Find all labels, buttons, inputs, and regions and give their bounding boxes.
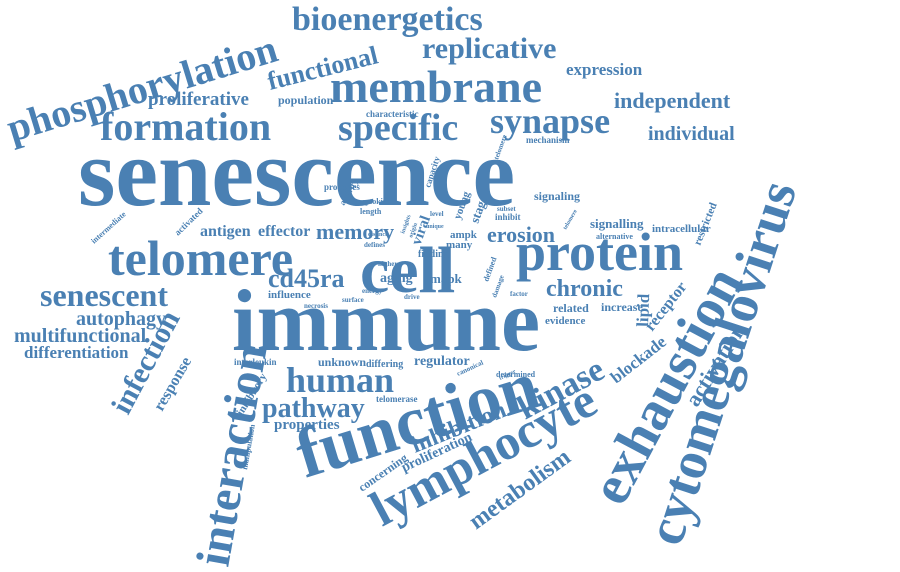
word-signalling: signalling [590,216,644,231]
word-determined: determined [496,370,536,379]
word-cytokine: cytokine [362,197,391,206]
word-origin: origin [408,222,419,239]
word-factor: factor [510,290,528,298]
word-necrosis: necrosis [304,302,328,310]
word-immune: immune [232,273,540,370]
word-antigen: antigen [200,223,251,240]
word-characteristic: characteristic [366,109,418,119]
word-processes: processes [324,182,360,192]
word-intracellular: intracellular [652,223,711,235]
word-unknown: unknown [318,355,366,369]
word-signaling: signaling [534,189,580,203]
word-effector: effector [258,223,310,240]
word-synapse: synapse [490,101,610,141]
word-pathway: pathway [262,393,365,424]
word-energy: energy [362,287,383,295]
word-finding: finding [418,249,449,260]
word-multifunctional: multifunctional [14,325,147,347]
word-influence: influence [268,289,311,301]
word-telomere: telomere [108,230,293,286]
word-mapk: mapk [430,271,463,286]
word-proliferative: proliferative [148,89,249,110]
word-differentiation: differentiation [24,343,129,362]
word-independent: independent [614,88,731,113]
word-individual: individual [648,123,735,145]
word-chronic: chronic [546,276,623,302]
word-cd45ra: cd45ra [268,264,345,293]
word-related: related [553,301,589,315]
word-aging: aging [380,271,413,286]
word-replicative: replicative [422,32,556,65]
word-senescent: senescent [40,277,168,313]
word-regulator: regulator [414,354,470,369]
word-evidence: evidence [545,315,585,327]
word-subset: subset [497,205,516,213]
word-length: length [360,207,382,216]
word-properties: properties [274,417,340,433]
word-drive: drive [404,293,420,301]
word-cell: cell [360,234,455,307]
word-higher: higher [378,260,397,268]
word-inhibit: inhibit [495,212,521,222]
word-lipid: lipid [633,293,653,327]
word-increase: increase [601,300,643,314]
word-defines: defines [364,241,385,249]
word-memory: memory [316,219,394,244]
word-differing: differing [366,359,403,370]
word-mechanism: mechanism [526,135,570,145]
word-erosion: erosion [487,222,555,247]
word-ampk: ampk [450,229,478,241]
word-expression: expression [566,60,643,79]
word-bioenergetics: bioenergetics [292,1,483,38]
word-surface: surface [342,296,364,304]
word-membrane: membrane [330,61,542,112]
word-level: level [430,210,444,218]
word-many: many [446,239,473,251]
word-population: population [278,93,334,107]
word-formation: formation [100,104,271,149]
word-specific: specific [338,107,458,149]
word-telomerase: telomerase [376,394,417,404]
word-alternative: alternative [596,232,633,241]
word-unique: unique [426,224,444,230]
word-protein: protein [516,222,683,282]
word-autophagy: autophagy [76,308,166,330]
word-senescence: senescence [78,119,515,226]
word-human: human [286,360,394,400]
word-interleukin: interleukin [234,357,277,367]
word-distinct: distinct [368,232,387,238]
